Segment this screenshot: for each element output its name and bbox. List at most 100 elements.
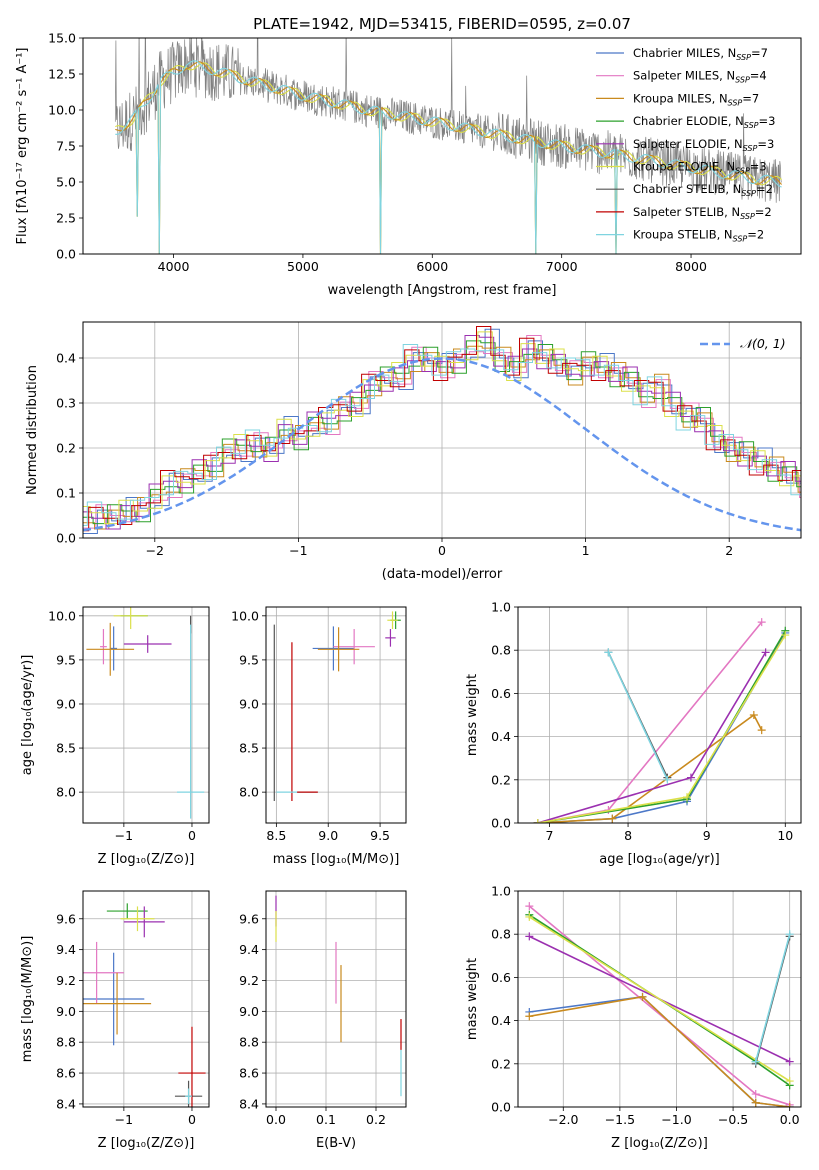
y-tick-label: 1.0 [491,600,511,615]
plot-area-mass_Z [83,903,206,1107]
legend-entry: Kroupa MILES, NSSP=7 [633,91,759,107]
legend-value: =7 [742,91,759,105]
axes-age_mass: 8.5 9.0 9.5 8.0 8.5 9.0 9.5 10.0 mass [log₁₀(M/M… [231,606,407,867]
x-tick-label: 2 [725,543,733,558]
y-tick-label: 0.0 [491,816,511,831]
x-axis-label: Z [log₁₀(Z/Z⊙)] [98,1136,195,1151]
x-tick-label: 0 [188,1112,196,1127]
x-tick-label: −0.5 [718,1112,748,1127]
legend-entry: Kroupa STELIB, NSSP=2 [633,228,764,244]
y-tick-label: 10.0 [48,103,76,118]
legend-entry: Salpeter STELIB, NSSP=2 [633,205,772,221]
y-tick-label: 5.0 [56,175,76,190]
weight-line [537,713,763,823]
histogram-series [83,331,801,525]
y-tick-label: 0.4 [56,351,76,366]
legend-text: Salpeter STELIB, N [633,205,740,219]
weight-line [528,914,791,1087]
weight-marker [749,711,758,719]
weight-marker [525,932,534,941]
y-tick-label: 9.6 [56,911,76,926]
axes-mass_Z: −1 0 8.4 8.6 8.8 9.0 9.2 9.4 9.6 Z [log₁₀(Z/Z⊙)] m… [20,890,210,1151]
x-tick-label: 9.0 [318,828,338,843]
y-tick-label: 9.0 [239,696,259,711]
y-axis-label: Normed distribution [25,365,40,495]
x-tick-label: −1 [115,828,133,843]
model-spectrum [115,61,783,254]
legend-subscript: SSP [728,98,743,107]
x-tick-label: 8000 [675,259,707,274]
y-tick-label: 8.5 [56,741,76,756]
y-axis-label: Flux [fλ10⁻¹⁷ erg cm⁻² s⁻¹ A⁻¹] [15,48,30,245]
legend-entry: Chabrier STELIB, NSSP=2 [633,182,773,198]
x-tick-label: 10 [777,828,793,843]
weight-line [537,651,767,823]
y-tick-label: 0.6 [491,686,511,701]
y-axis-label: mass weight [465,958,480,1040]
histogram-series [83,326,801,532]
plot-area-weight_age [533,618,790,823]
axes-weight_Z: −2.0 −1.5 −1.0 −0.5 0.0 0.0 0.2 0.4 0.6 0.8 1.0 Z [… [465,884,802,1151]
histogram-series [83,344,801,526]
x-tick-label: 7000 [546,259,578,274]
y-tick-label: 9.0 [239,1004,259,1019]
legend-text: Kroupa ELODIE, N [633,160,735,174]
normal-curve [83,357,801,532]
axes-frame [82,321,802,539]
x-tick-label: 5000 [287,259,319,274]
x-tick-label: −2 [146,543,164,558]
x-tick-label: 0.0 [266,1112,286,1127]
weight-line [528,916,791,1082]
weight-marker [608,814,617,823]
axes-age_Z: −1 0 8.0 8.5 9.0 9.5 10.0 Z [log₁₀(Z/Z⊙)] age [l… [20,606,210,867]
axes-mass_ebv: 0.0 0.1 0.2 8.4 8.6 8.8 9.0 9.2 9.4 9.6 E(B-V) [239,890,407,1151]
y-tick-label: 0.4 [491,729,511,744]
y-tick-label: 8.4 [239,1096,259,1111]
x-axis-label: mass [log₁₀(M/M⊙)] [273,852,400,867]
y-axis-label: mass [log₁₀(M/M⊙)] [20,936,35,1063]
y-tick-label: 0.6 [491,970,511,985]
figure-title: PLATE=1942, MJD=53415, FIBERID=0595, z=0… [253,15,631,33]
y-tick-label: 15.0 [48,31,76,46]
plot-area-age_Z [86,607,205,819]
legend-entry: Chabrier MILES, NSSP=7 [633,46,768,62]
x-tick-label: −1.5 [605,1112,635,1127]
plot-area-mass_ebv [275,895,402,1097]
x-tick-label: 8.5 [266,828,286,843]
y-tick-label: 8.4 [56,1096,76,1111]
weight-marker [525,1012,534,1021]
x-tick-label: −1 [115,1112,133,1127]
legend-subscript: SSP [741,189,756,198]
x-axis-label: (data-model)/error [382,567,503,582]
legend-text: Salpeter ELODIE, N [633,137,743,151]
weight-line [529,995,790,1107]
weight-marker [663,775,672,784]
legend-subscript: SSP [735,167,750,176]
plot-area-spectrum [114,38,783,254]
y-tick-label: 0.2 [491,1056,511,1071]
y-axis-label: mass weight [465,674,480,756]
legend-subscript: SSP [740,212,755,221]
weight-marker [525,902,534,911]
axes-frame [517,890,802,1108]
x-axis-label: age [log₁₀(age/yr)] [599,852,720,867]
x-tick-label: 7 [545,828,553,843]
model-spectrum [115,62,782,254]
weight-marker [785,1057,794,1066]
axes-weight_age: 7 8 9 10 0.0 0.2 0.4 0.6 0.8 1.0 age [log₁₀(age/yr… [465,600,802,867]
axes-frame [265,890,407,1108]
weight-line [528,905,790,1106]
weight-marker [533,819,542,823]
y-tick-label: 10.0 [231,608,259,623]
x-axis-label: Z [log₁₀(Z/Z⊙)] [98,852,195,867]
plot-area-residuals [83,326,801,534]
y-tick-label: 0.1 [56,486,76,501]
plot-area-weight_Z [525,902,794,1107]
y-tick-label: 8.6 [56,1066,76,1081]
histogram-series [83,335,801,530]
legend-value: =2 [756,182,773,196]
weight-line [607,652,669,781]
weight-marker [785,930,794,939]
y-tick-label: 8.0 [56,785,76,800]
axes-frame [82,606,210,824]
